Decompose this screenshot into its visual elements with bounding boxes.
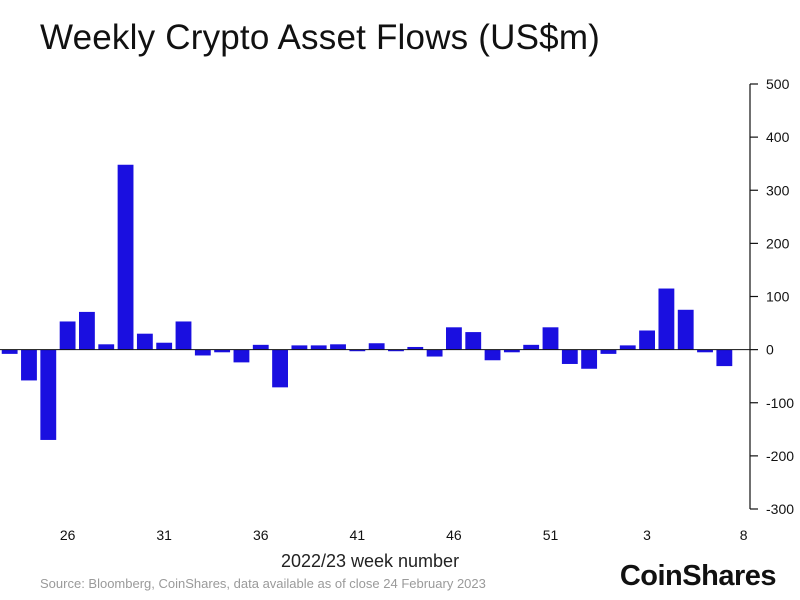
bar-week-39 — [310, 345, 327, 350]
bar-week-7 — [697, 349, 713, 353]
source-note: Source: Bloomberg, CoinShares, data avai… — [40, 576, 486, 591]
bar-week-5 — [658, 288, 675, 350]
coinshares-logo: CoinShares — [619, 560, 777, 592]
bar-week-27 — [79, 311, 95, 350]
bar-week-36 — [252, 344, 269, 350]
bar-week-48 — [484, 349, 501, 361]
x-tick-label: 36 — [253, 527, 269, 543]
bar-week-42 — [368, 343, 385, 350]
bar-week-43 — [388, 349, 404, 352]
y-axis: 500 400 300 200 100 0 -100 -200 -300 — [749, 76, 794, 517]
x-tick-label: 51 — [543, 527, 559, 543]
bar-week-3 — [619, 345, 636, 350]
bar-week-44 — [407, 346, 424, 350]
bar-week-34 — [214, 349, 231, 353]
bar-week-32 — [175, 321, 192, 350]
bar-week-29 — [117, 164, 134, 350]
x-tick-label: 31 — [156, 527, 172, 543]
bar-week-50 — [523, 344, 540, 350]
y-tick-label: 300 — [766, 182, 790, 198]
bar-week-23 — [1, 349, 18, 354]
bar-week-25 — [40, 349, 57, 440]
bars-group — [1, 164, 733, 440]
bar-week-38 — [291, 345, 308, 350]
y-tick-label: -100 — [766, 395, 794, 411]
bar-week-46 — [446, 327, 462, 350]
bar-week-35 — [233, 349, 250, 363]
bar-week-51 — [542, 327, 559, 350]
bar-week-6 — [677, 309, 694, 350]
y-tick-label: 0 — [766, 342, 774, 358]
y-tick-label: 400 — [766, 129, 790, 145]
bar-week-47 — [465, 332, 482, 350]
bar-week-49 — [503, 349, 520, 353]
bar-week-33 — [194, 349, 211, 356]
bar-week-28 — [98, 344, 115, 350]
bar-week-26 — [59, 321, 76, 350]
bar-week-52 — [561, 349, 578, 364]
bar-week-2 — [600, 349, 617, 354]
x-tick-label: 8 — [740, 527, 748, 543]
y-tick-label: 100 — [766, 289, 790, 305]
bar-week-41 — [349, 349, 366, 352]
bar-week-24 — [21, 349, 37, 381]
x-tick-label: 26 — [60, 527, 76, 543]
bar-week-4 — [639, 330, 655, 350]
bar-week-37 — [272, 349, 288, 388]
x-tick-label: 3 — [643, 527, 651, 543]
bar-week-8 — [716, 349, 733, 367]
bar-week-40 — [330, 344, 346, 350]
bar-week-30 — [136, 333, 153, 350]
y-tick-label: 500 — [766, 76, 790, 92]
y-tick-label: -300 — [766, 501, 794, 517]
x-tick-label: 46 — [446, 527, 462, 543]
y-tick-label: 200 — [766, 235, 790, 251]
x-axis-ticks: 26 31 36 41 46 51 3 8 — [60, 527, 748, 543]
chart-title: Weekly Crypto Asset Flows (US$m) — [40, 18, 601, 57]
bar-week-1 — [581, 349, 598, 369]
x-axis-label: 2022/23 week number — [280, 551, 460, 571]
x-tick-label: 41 — [350, 527, 366, 543]
y-tick-label: -200 — [766, 448, 794, 464]
bar-week-31 — [156, 342, 173, 350]
bar-week-45 — [426, 349, 443, 357]
